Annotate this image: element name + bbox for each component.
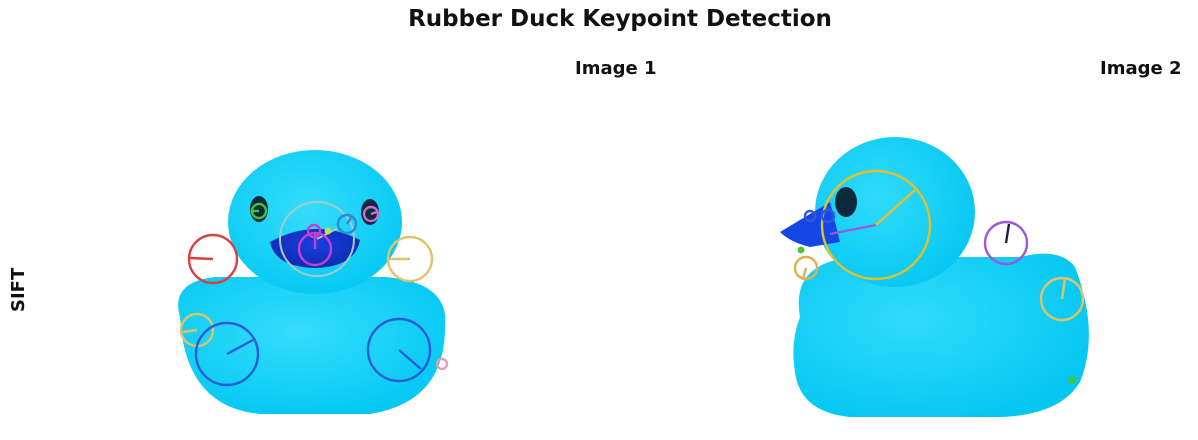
keypoint-marker — [336, 213, 358, 235]
panel-title-image-2: Image 2 — [1100, 58, 1182, 79]
keypoint-marker — [362, 205, 380, 223]
keypoint-marker — [1068, 376, 1076, 384]
keypoint-marker — [793, 255, 819, 281]
keypoint-marker — [983, 220, 1029, 266]
keypoint-marker — [820, 169, 932, 281]
panel-title-image-1: Image 1 — [575, 58, 657, 79]
figure-title: Rubber Duck Keypoint Detection — [408, 6, 832, 32]
keypoints-image-1 — [179, 201, 449, 387]
duck-body — [178, 277, 446, 414]
keypoint-marker — [306, 223, 322, 239]
duck-head — [228, 150, 402, 294]
duck-body — [793, 253, 1089, 417]
keypoint-marker — [435, 357, 449, 371]
keypoints-image-2 — [793, 169, 1085, 384]
keypoint-marker — [797, 246, 805, 254]
keypoint-marker — [250, 202, 268, 220]
keypoint-marker — [1039, 276, 1085, 322]
row-label-sift: SIFT — [8, 267, 29, 312]
keypoint-marker — [187, 233, 239, 285]
keypoint-marker — [386, 235, 434, 283]
keypoint-marker — [194, 321, 260, 387]
duck-eye — [835, 187, 857, 217]
duck-side-image — [780, 137, 1089, 417]
image-1-panel — [178, 150, 449, 414]
duck-beak — [780, 202, 840, 247]
keypoint-marker — [324, 227, 332, 235]
image-2-panel — [780, 137, 1089, 417]
keypoint-marker — [820, 208, 836, 224]
keypoint-marker — [366, 317, 432, 383]
keypoint-marker — [803, 209, 817, 223]
